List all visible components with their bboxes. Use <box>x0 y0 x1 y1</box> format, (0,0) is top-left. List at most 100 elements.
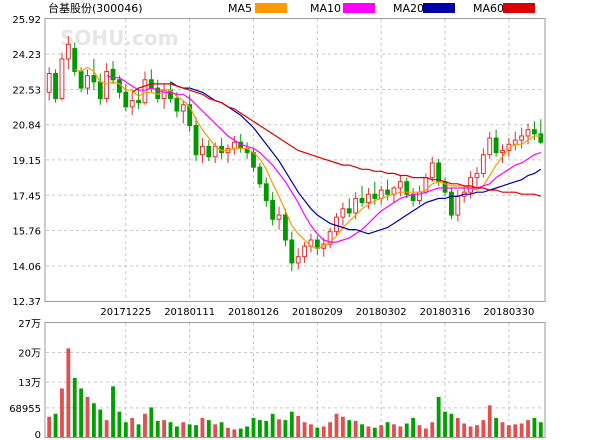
date-tick-label: 20180302 <box>356 307 407 318</box>
candle-body <box>53 73 58 100</box>
legend-label-ma10: MA10 <box>310 2 341 15</box>
candle <box>512 131 518 151</box>
candle <box>91 58 97 91</box>
volume-bar <box>436 396 441 437</box>
volume-bar <box>513 424 518 437</box>
volume-bar <box>85 396 90 437</box>
volume-bar <box>149 407 154 437</box>
candle <box>136 88 141 109</box>
volume-bar <box>187 424 192 437</box>
candle-body <box>525 129 531 137</box>
volume-bar <box>462 423 467 437</box>
candle-body <box>180 104 186 112</box>
candle <box>538 119 544 145</box>
candle-body <box>455 195 461 216</box>
volume-bar <box>79 388 84 437</box>
price-tick-label: 25.92 <box>12 15 41 26</box>
volume-bar <box>219 422 224 437</box>
volume-y-axis: 27万 20万 13万 68955 0 <box>9 319 41 440</box>
volume-bar <box>340 416 345 437</box>
candle-body <box>302 245 307 258</box>
volume-bar <box>155 420 160 437</box>
candle-body <box>251 152 256 168</box>
volume-bar <box>232 429 237 437</box>
volume-bar <box>379 425 384 437</box>
volume-bar <box>366 426 371 437</box>
legend-swatch-ma60 <box>503 3 535 13</box>
candle <box>302 242 307 263</box>
candle <box>129 92 135 116</box>
volume-bar <box>417 425 422 437</box>
candle-body <box>283 214 288 241</box>
candle-body <box>468 177 473 193</box>
candle <box>206 140 212 161</box>
ma-legend: MA5 MA10 MA20 MA60 <box>228 2 535 15</box>
candle-body <box>359 197 365 204</box>
candle <box>404 177 410 199</box>
volume-bar <box>526 420 530 437</box>
candle <box>263 177 269 207</box>
candle-body <box>493 137 499 154</box>
watermark: SOHU.com <box>60 26 178 50</box>
date-tick-label: 20180330 <box>483 307 534 318</box>
candle <box>270 192 276 226</box>
candle-body <box>372 193 378 199</box>
candle <box>525 123 531 145</box>
candle-body <box>59 58 65 100</box>
volume-bar <box>174 426 179 437</box>
price-tick-label: 15.76 <box>12 226 41 237</box>
candle <box>474 167 480 188</box>
candle-body <box>110 68 116 81</box>
volume-bar <box>136 424 141 437</box>
candle-body <box>231 141 237 149</box>
price-tick-label: 14.06 <box>12 262 41 273</box>
legend-label-ma60: MA60 <box>473 2 504 15</box>
volume-tick-label: 0 <box>35 430 41 440</box>
candle <box>397 175 403 197</box>
volume-bar <box>270 413 275 437</box>
volume-bar <box>289 411 294 437</box>
volume-bar <box>411 418 416 437</box>
date-axis: 20171225 20180111 20180126 20180209 20180302… <box>100 307 534 318</box>
volume-bar <box>443 411 447 437</box>
candle-body <box>378 189 384 199</box>
volume-bar <box>117 411 122 437</box>
candle-body <box>353 197 359 214</box>
legend-swatch-ma10 <box>343 3 375 13</box>
volume-bar <box>53 413 58 437</box>
candle <box>308 233 314 253</box>
volume-bar <box>194 425 198 437</box>
price-tick-label: 22.53 <box>12 86 41 97</box>
volume-bar <box>302 422 307 437</box>
volume-grid <box>46 323 544 437</box>
volume-bar <box>47 416 52 437</box>
candle <box>200 138 205 164</box>
candle <box>378 185 384 205</box>
volume-panel-frame <box>44 322 546 438</box>
candle <box>72 42 78 76</box>
candle-body <box>72 48 78 72</box>
candle <box>193 117 199 161</box>
candle <box>532 121 537 141</box>
candle <box>276 206 282 230</box>
volume-bar <box>423 428 428 437</box>
candle <box>180 100 186 124</box>
ma-line-ma20 <box>170 81 542 235</box>
date-tick-label: 20180209 <box>292 307 343 318</box>
candle <box>123 83 129 111</box>
candle <box>340 202 346 226</box>
volume-bar <box>130 418 135 437</box>
candle-body <box>500 150 505 154</box>
candle-body <box>295 256 301 264</box>
candle <box>59 52 65 101</box>
candle-body <box>289 239 295 264</box>
candle <box>110 61 116 84</box>
candlestick-series <box>46 36 544 272</box>
candle-body <box>480 154 486 174</box>
candle-body <box>85 75 90 89</box>
candle-body <box>366 193 371 204</box>
legend-swatch-ma20 <box>423 3 455 13</box>
candle-body <box>129 100 135 108</box>
volume-bar <box>468 426 473 437</box>
